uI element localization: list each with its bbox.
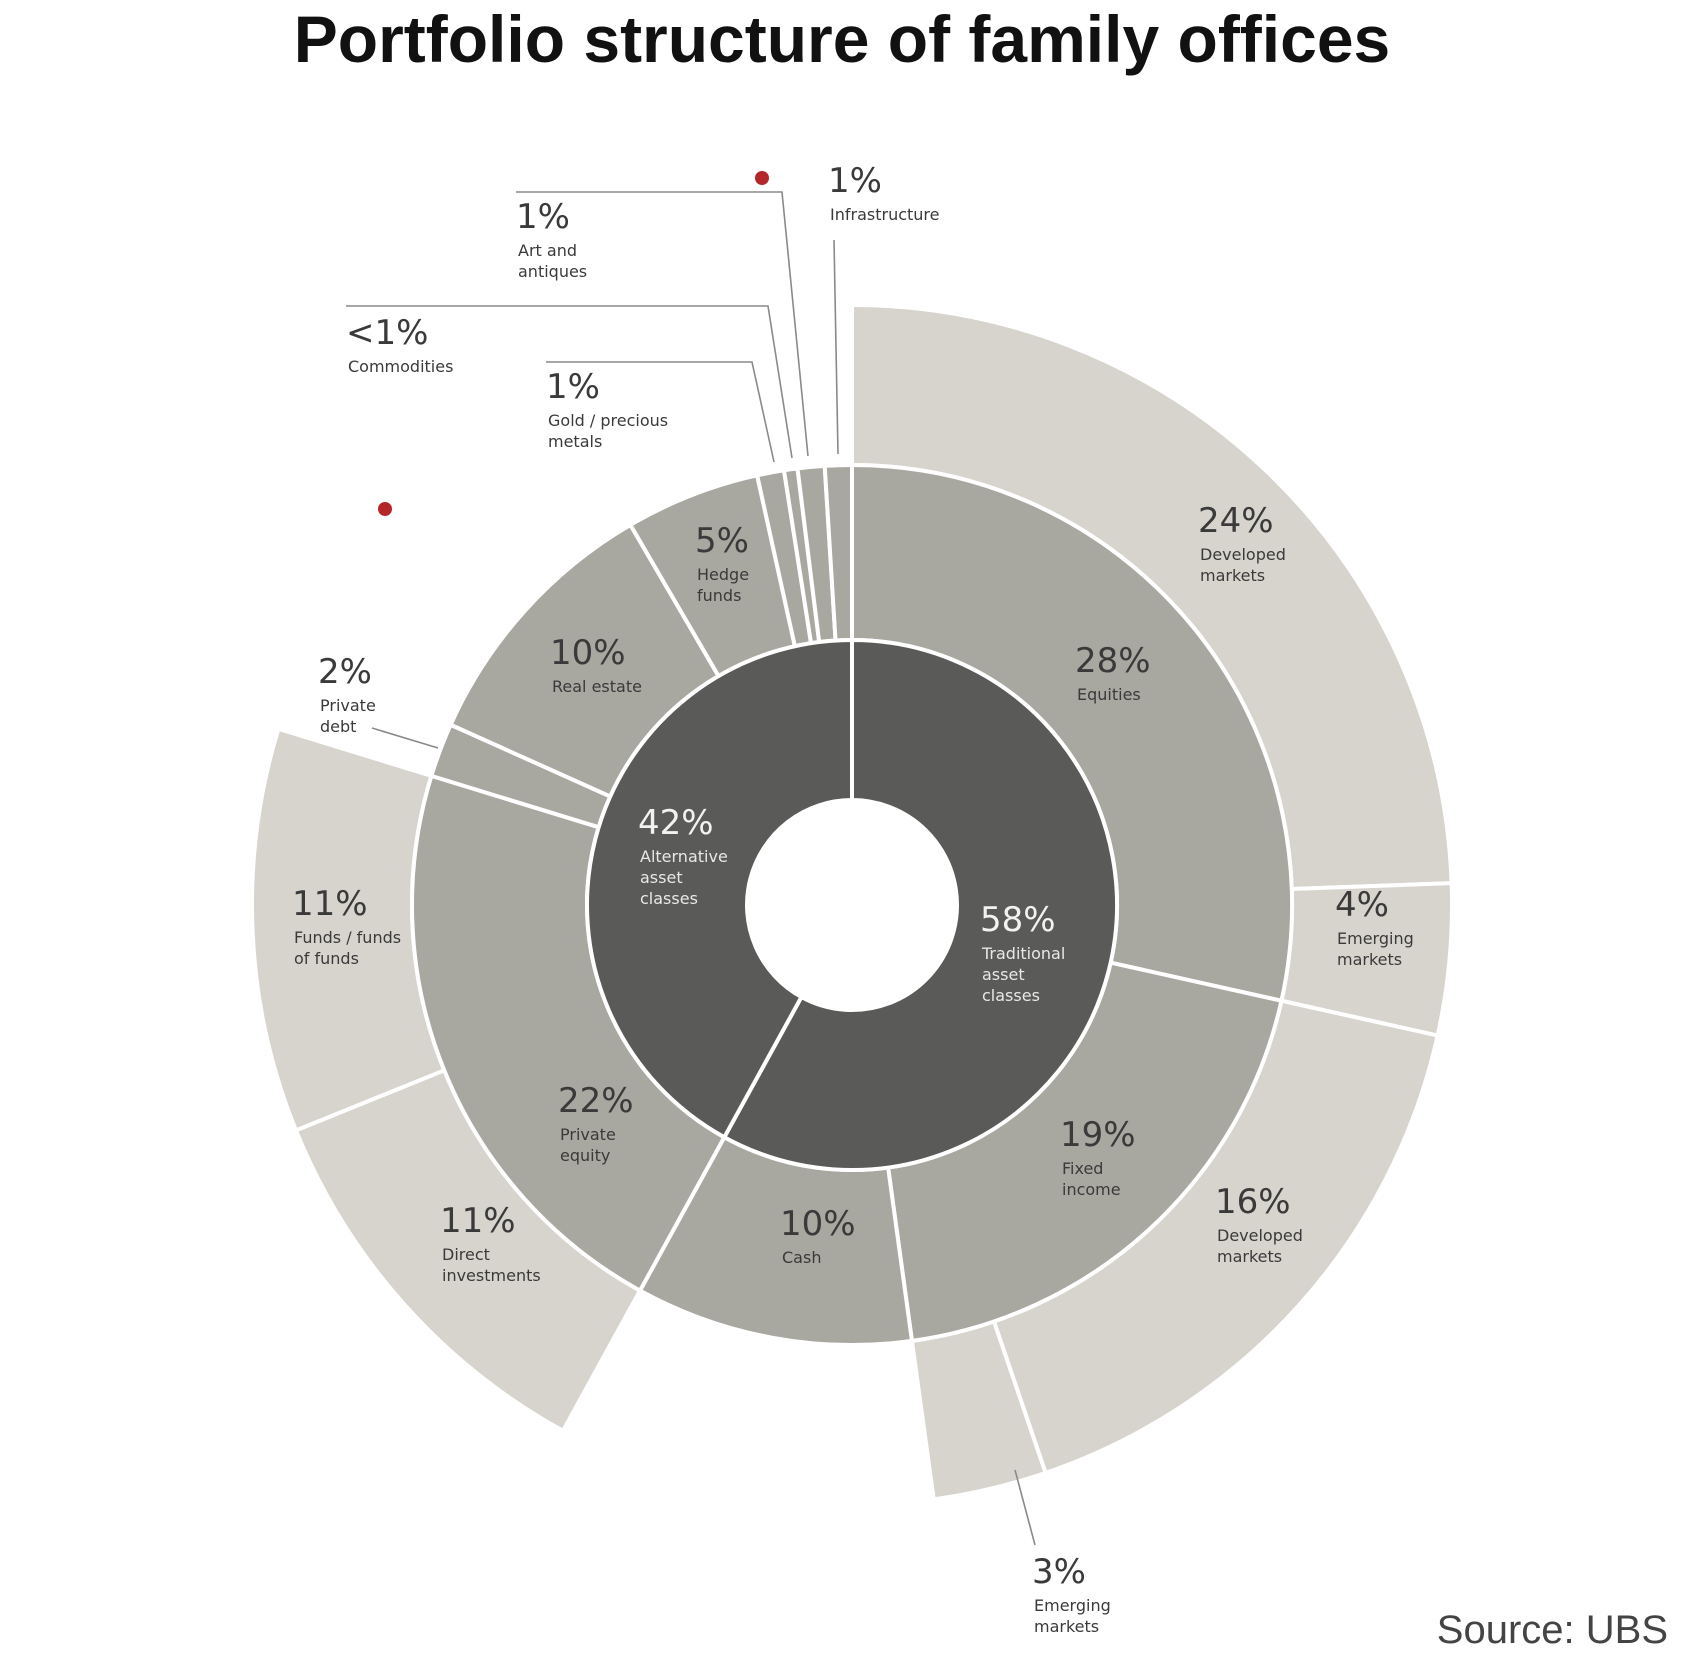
label-cash-text: Cash bbox=[782, 1248, 821, 1267]
marker-dot bbox=[755, 171, 769, 185]
label-private-equity-text: Private bbox=[560, 1125, 616, 1144]
label-art-value: 1% bbox=[516, 197, 570, 237]
label-fi-emerging-text: markets bbox=[1034, 1617, 1099, 1636]
label-traditional-text: asset bbox=[982, 965, 1025, 984]
label-fi-emerging: 3% Emerging markets bbox=[1032, 1552, 1111, 1636]
label-eq-developed-text: Developed bbox=[1200, 545, 1286, 564]
label-hedge-funds-text: funds bbox=[697, 586, 741, 605]
label-equities-value: 28% bbox=[1075, 641, 1151, 681]
label-pe-direct: 11% Direct investments bbox=[440, 1201, 541, 1285]
label-traditional-text: classes bbox=[982, 986, 1040, 1005]
label-eq-developed: 24% Developed markets bbox=[1198, 501, 1286, 585]
label-hedge-funds-value: 5% bbox=[695, 521, 749, 561]
label-art-text: antiques bbox=[518, 262, 587, 281]
label-cash-value: 10% bbox=[780, 1204, 856, 1244]
leader-private-debt bbox=[371, 727, 439, 749]
label-gold-text: Gold / precious bbox=[548, 411, 668, 430]
label-fixed-income-text: Fixed bbox=[1062, 1159, 1103, 1178]
label-hedge-funds: 5% Hedge funds bbox=[695, 521, 749, 605]
label-pe-direct-value: 11% bbox=[440, 1201, 516, 1241]
label-equities: 28% Equities bbox=[1075, 641, 1151, 704]
label-equities-text: Equities bbox=[1077, 685, 1141, 704]
label-traditional-value: 58% bbox=[980, 900, 1056, 940]
label-commodities: <1% Commodities bbox=[346, 313, 453, 376]
leader-gold bbox=[546, 361, 775, 463]
label-private-debt-value: 2% bbox=[318, 652, 372, 692]
inner-ring bbox=[585, 637, 1120, 1172]
label-fixed-income-value: 19% bbox=[1060, 1115, 1136, 1155]
label-real-estate-text: Real estate bbox=[552, 677, 642, 696]
label-art: 1% Art and antiques bbox=[516, 197, 587, 281]
label-fi-developed-value: 16% bbox=[1215, 1182, 1291, 1222]
label-pe-direct-text: Direct bbox=[442, 1245, 490, 1264]
label-commodities-text: Commodities bbox=[348, 357, 453, 376]
label-pe-funds-text: Funds / funds bbox=[294, 928, 401, 947]
label-eq-emerging-text: Emerging bbox=[1337, 929, 1414, 948]
label-eq-emerging-value: 4% bbox=[1335, 885, 1389, 925]
label-fi-developed-text: markets bbox=[1217, 1247, 1282, 1266]
label-fixed-income: 19% Fixed income bbox=[1060, 1115, 1136, 1199]
label-infrastructure: 1% Infrastructure bbox=[828, 161, 939, 224]
label-fi-developed-text: Developed bbox=[1217, 1226, 1303, 1245]
label-fixed-income-text: income bbox=[1062, 1180, 1121, 1199]
label-alternative-text: asset bbox=[640, 868, 683, 887]
leader-commodities bbox=[346, 305, 793, 459]
label-alternative-text: Alternative bbox=[640, 847, 728, 866]
label-traditional: 58% Traditional asset classes bbox=[980, 900, 1065, 1005]
label-infrastructure-text: Infrastructure bbox=[830, 205, 939, 224]
label-private-equity: 22% Private equity bbox=[558, 1081, 634, 1165]
label-real-estate-value: 10% bbox=[550, 633, 626, 673]
label-private-debt-text: Private bbox=[320, 696, 376, 715]
leader-art bbox=[516, 191, 809, 457]
segment-labels: 58% Traditional asset classes 42% Alternative… bbox=[292, 161, 1414, 1636]
label-fi-developed: 16% Developed markets bbox=[1215, 1182, 1303, 1266]
label-alternative-value: 42% bbox=[638, 803, 714, 843]
source-note: Source: UBS bbox=[1437, 1608, 1668, 1652]
leader-lines bbox=[346, 191, 1036, 1546]
outer-ring bbox=[250, 302, 1454, 1502]
label-private-equity-value: 22% bbox=[558, 1081, 634, 1121]
label-private-debt: 2% Private debt bbox=[318, 652, 376, 736]
label-pe-funds: 11% Funds / funds of funds bbox=[292, 884, 401, 968]
label-eq-emerging: 4% Emerging markets bbox=[1335, 885, 1414, 969]
middle-ring bbox=[410, 462, 1294, 1347]
markers bbox=[378, 171, 769, 516]
label-hedge-funds-text: Hedge bbox=[697, 565, 749, 584]
label-fi-emerging-text: Emerging bbox=[1034, 1596, 1111, 1615]
label-private-debt-text: debt bbox=[320, 717, 356, 736]
label-gold: 1% Gold / precious metals bbox=[546, 367, 668, 451]
label-eq-developed-value: 24% bbox=[1198, 501, 1274, 541]
chart-title: Portfolio structure of family offices bbox=[294, 2, 1390, 76]
label-eq-emerging-text: markets bbox=[1337, 950, 1402, 969]
label-alternative-text: classes bbox=[640, 889, 698, 908]
label-eq-developed-text: markets bbox=[1200, 566, 1265, 585]
label-traditional-text: Traditional bbox=[981, 944, 1065, 963]
label-cash: 10% Cash bbox=[780, 1204, 856, 1267]
inner-segment-alternative bbox=[585, 637, 854, 1140]
label-commodities-value: <1% bbox=[346, 313, 428, 353]
inner-segment-traditional bbox=[721, 637, 1120, 1172]
label-fi-emerging-value: 3% bbox=[1032, 1552, 1086, 1592]
label-alternative: 42% Alternative asset classes bbox=[638, 803, 728, 908]
label-real-estate: 10% Real estate bbox=[550, 633, 642, 696]
label-pe-funds-value: 11% bbox=[292, 884, 368, 924]
label-infrastructure-value: 1% bbox=[828, 161, 882, 201]
label-gold-text: metals bbox=[548, 432, 602, 451]
leader-fi-emerging bbox=[1014, 1469, 1036, 1546]
label-gold-value: 1% bbox=[546, 367, 600, 407]
label-pe-funds-text: of funds bbox=[294, 949, 359, 968]
label-pe-direct-text: investments bbox=[442, 1266, 541, 1285]
label-art-text: Art and bbox=[518, 241, 577, 260]
marker-dot bbox=[378, 502, 392, 516]
leader-infrastructure bbox=[833, 239, 839, 455]
label-private-equity-text: equity bbox=[560, 1146, 610, 1165]
